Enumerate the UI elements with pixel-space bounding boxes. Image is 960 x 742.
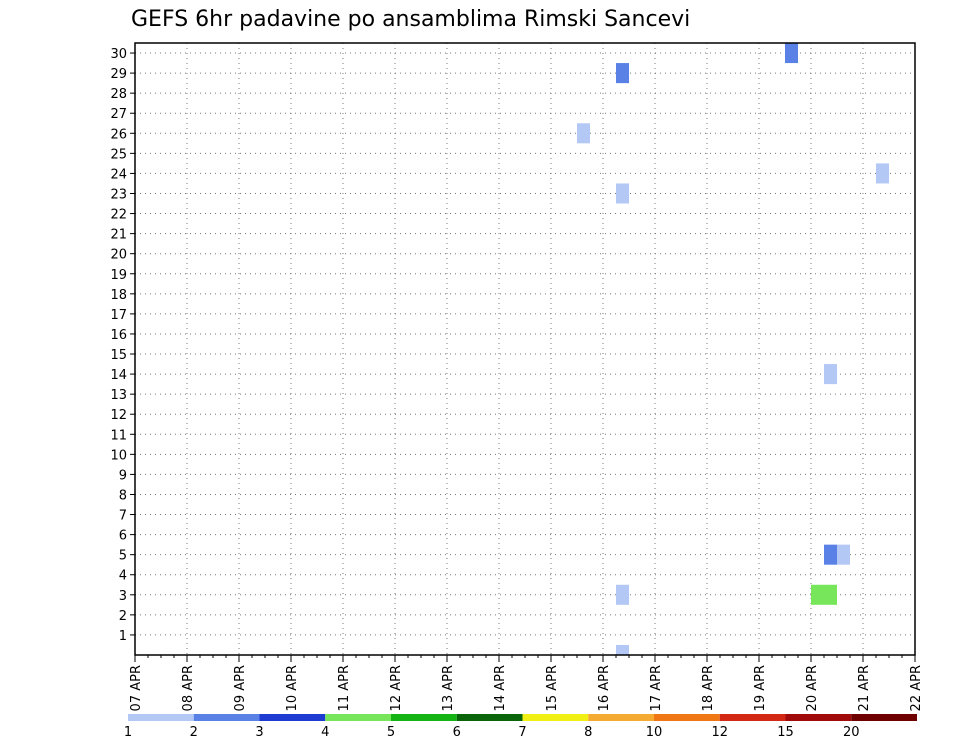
x-tick-label: 22 APR (909, 665, 924, 711)
y-tick-label: 23 (110, 187, 127, 202)
y-tick-label: 17 (110, 308, 127, 323)
heat-cell (616, 584, 629, 605)
y-tick-label: 13 (110, 388, 127, 403)
heat-cell (616, 63, 629, 84)
y-tick-label: 30 (110, 47, 127, 62)
x-tick-label: 17 APR (649, 665, 664, 711)
heat-cell (616, 183, 629, 204)
heat-cell (876, 163, 889, 184)
y-tick-label: 3 (119, 589, 127, 604)
legend-swatch (654, 714, 720, 721)
y-tick-label: 25 (110, 147, 127, 162)
legend-swatch (128, 714, 194, 721)
legend-swatch (325, 714, 391, 721)
y-tick-label: 18 (110, 288, 127, 303)
x-tick-label: 11 APR (337, 665, 352, 711)
y-tick-label: 1 (119, 629, 127, 644)
y-tick-label: 2 (119, 609, 127, 624)
x-tick-label: 20 APR (805, 665, 820, 711)
legend-label: 8 (584, 725, 592, 740)
heat-cell (837, 544, 850, 565)
heat-cell (824, 364, 837, 385)
legend-label: 5 (387, 725, 395, 740)
legend-swatch (522, 714, 589, 721)
x-tick-label: 08 APR (181, 665, 196, 711)
legend-swatch (391, 714, 457, 721)
legend-label: 3 (255, 725, 263, 740)
x-tick-label: 12 APR (389, 665, 404, 711)
legend-label: 7 (518, 725, 526, 740)
y-tick-label: 20 (110, 248, 127, 263)
y-tick-label: 6 (119, 529, 127, 544)
y-tick-label: 12 (110, 408, 127, 423)
legend-label: 1 (124, 725, 132, 740)
y-tick-label: 24 (110, 167, 127, 182)
x-tick-label: 10 APR (285, 665, 300, 711)
y-tick-label: 10 (110, 448, 127, 463)
x-tick-label: 16 APR (597, 665, 612, 711)
y-tick-label: 15 (110, 348, 127, 363)
y-tick-label: 5 (119, 549, 127, 564)
x-tick-label: 13 APR (441, 665, 456, 711)
y-tick-label: 14 (110, 368, 127, 383)
y-tick-label: 21 (110, 228, 127, 243)
cells-layer (577, 43, 889, 655)
heat-cell (577, 123, 590, 144)
legend-label: 15 (777, 725, 794, 740)
legend-swatch (193, 714, 260, 721)
y-tick-label: 8 (119, 488, 127, 503)
legend-swatch (259, 714, 326, 721)
grid-lines (134, 43, 916, 655)
y-axis: 1234567891011121314151617181920212223242… (110, 47, 135, 644)
heat-cell (824, 544, 837, 565)
y-tick-label: 22 (110, 208, 127, 223)
chart-title: GEFS 6hr padavine po ansamblima Rimski S… (131, 7, 690, 32)
legend-swatch (588, 714, 654, 721)
legend-swatch (719, 714, 786, 721)
legend-label: 4 (321, 725, 329, 740)
legend-swatch (851, 714, 917, 721)
x-tick-label: 07 APR (129, 665, 144, 711)
legend-label: 10 (646, 725, 663, 740)
legend-swatch (456, 714, 523, 721)
y-tick-label: 19 (110, 268, 127, 283)
heat-cell (811, 584, 824, 605)
legend-label: 12 (711, 725, 728, 740)
x-tick-label: 19 APR (753, 665, 768, 711)
y-tick-label: 4 (119, 569, 127, 584)
x-tick-label: 18 APR (701, 665, 716, 711)
heat-cell (785, 43, 798, 64)
color-legend: 1 2 3 4 5 6 7 8 10 12 15 20 (124, 714, 917, 740)
x-tick-label: 21 APR (857, 665, 872, 711)
heat-cell (824, 584, 837, 605)
x-tick-label: 15 APR (545, 665, 560, 711)
y-tick-label: 29 (110, 67, 127, 82)
y-tick-label: 11 (110, 428, 127, 443)
y-tick-label: 26 (110, 127, 127, 142)
y-tick-label: 16 (110, 328, 127, 343)
legend-label: 6 (453, 725, 461, 740)
plot-frame (134, 42, 916, 656)
legend-label: 20 (843, 725, 860, 740)
y-tick-label: 28 (110, 87, 127, 102)
legend-swatch (785, 714, 852, 721)
x-axis: 07 APR 08 APR 09 APR 10 APR 11 APR 12 APR 13 A… (129, 655, 924, 711)
y-tick-label: 9 (119, 468, 127, 483)
y-tick-label: 27 (110, 107, 127, 122)
x-tick-label: 14 APR (493, 665, 508, 711)
y-tick-label: 7 (119, 509, 127, 524)
legend-label: 2 (190, 725, 198, 740)
x-tick-label: 09 APR (233, 665, 248, 711)
heat-cell (616, 644, 629, 655)
